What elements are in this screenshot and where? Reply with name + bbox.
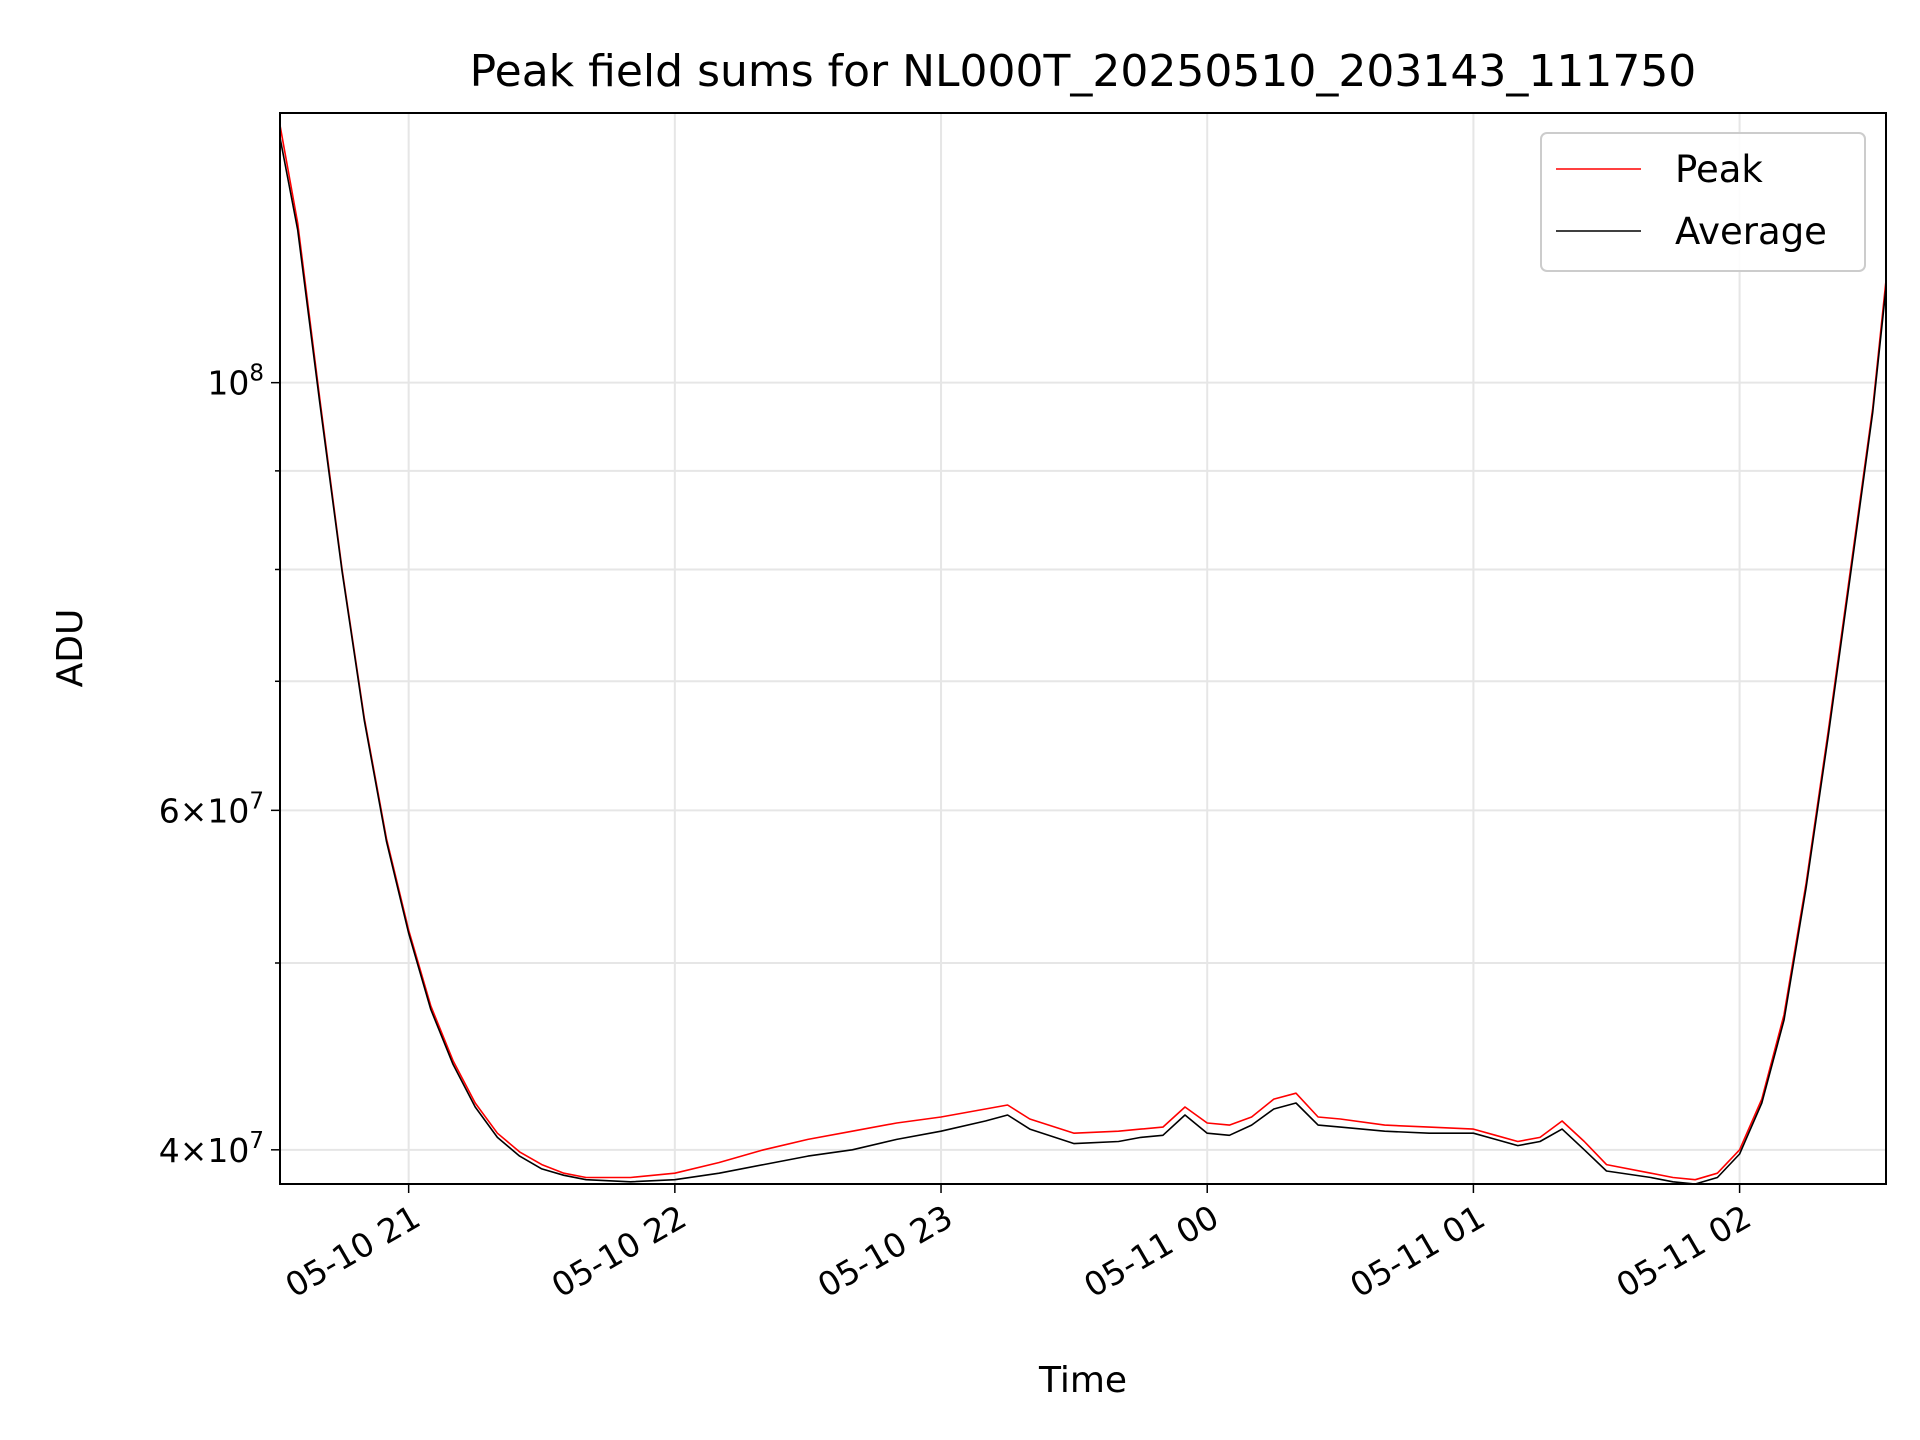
grid-lines <box>280 113 1886 1184</box>
y-tick-label: 6×107 <box>159 788 264 830</box>
y-axis-label: ADU <box>50 609 91 688</box>
legend-box <box>1540 132 1866 272</box>
series-line-average <box>280 137 1886 1184</box>
series-line-peak <box>280 125 1886 1181</box>
x-axis-label: Time <box>1038 1360 1127 1401</box>
y-tick-label: 4×107 <box>159 1128 264 1170</box>
legend: Peak Average <box>1540 132 1866 272</box>
chart-title: Peak field sums for NL000T_20250510_2031… <box>470 46 1697 97</box>
legend-label-peak: Peak <box>1675 148 1763 191</box>
y-tick-label: 108 <box>207 361 264 403</box>
series-layer <box>280 125 1886 1184</box>
plot-frame <box>279 112 1887 1185</box>
legend-label-average: Average <box>1675 210 1827 253</box>
